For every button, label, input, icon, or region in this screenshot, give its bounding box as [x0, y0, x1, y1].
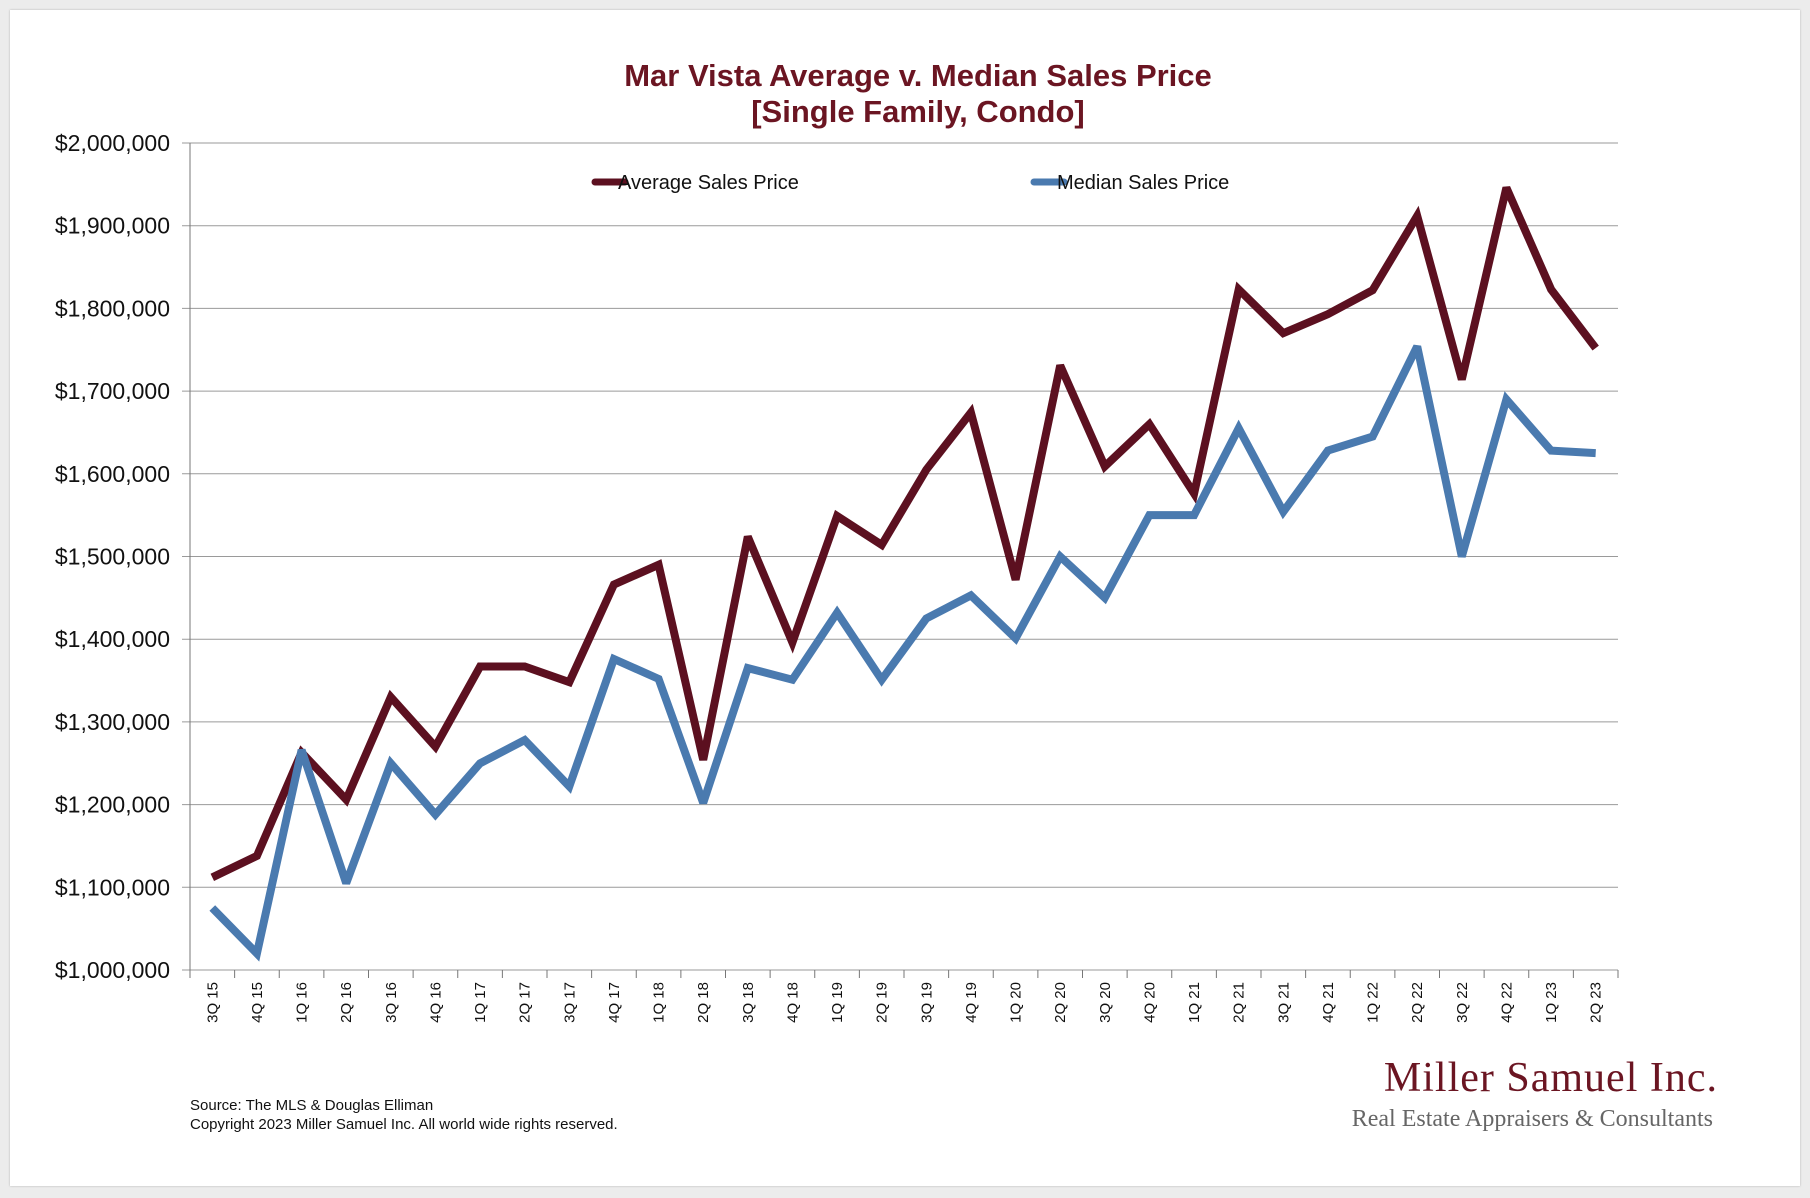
series-lines [209, 186, 1599, 962]
x-tick-label: 1Q 17 [472, 982, 489, 1023]
x-tick-label: 3Q 22 [1454, 982, 1471, 1023]
x-tick-label: 2Q 21 [1231, 982, 1248, 1023]
x-tick-label: 3Q 21 [1275, 982, 1292, 1023]
x-tick-label: 4Q 17 [606, 982, 623, 1023]
x-tick-label: 3Q 20 [1097, 982, 1114, 1023]
x-tick-label: 1Q 21 [1186, 982, 1203, 1023]
line-chart: Mar Vista Average v. Median Sales Price … [55, 58, 1718, 1133]
y-tick-label: $1,700,000 [55, 378, 170, 404]
gridlines [182, 142, 1619, 978]
series-line-average [210, 186, 1599, 882]
source-note: Source: The MLS & Douglas Elliman [190, 1097, 433, 1114]
x-tick-label: 2Q 16 [338, 982, 355, 1023]
y-tick-label: $1,400,000 [55, 626, 170, 652]
chart-frame: Mar Vista Average v. Median Sales Price … [10, 10, 1800, 1186]
x-tick-label: 1Q 22 [1365, 982, 1382, 1023]
x-tick-label: 4Q 16 [427, 982, 444, 1023]
x-tick-label: 2Q 22 [1409, 982, 1426, 1023]
y-axis-tick-labels: $1,000,000 $1,100,000 $1,200,000 $1,300,000… [55, 130, 170, 983]
y-tick-label: $1,100,000 [55, 874, 170, 900]
series-line-median [209, 344, 1596, 962]
legend: Average Sales Price Median Sales Price [591, 172, 1229, 194]
x-tick-label: 2Q 18 [695, 982, 712, 1023]
x-tick-label: 1Q 16 [294, 982, 311, 1023]
legend-label-average: Average Sales Price [618, 172, 799, 194]
legend-label-median: Median Sales Price [1057, 172, 1229, 194]
chart-subtitle: [Single Family, Condo] [751, 94, 1085, 129]
y-tick-label: $1,900,000 [55, 213, 170, 239]
brand-name: Miller Samuel Inc. [1384, 1055, 1718, 1101]
brand-tagline: Real Estate Appraisers & Consultants [1352, 1106, 1713, 1132]
x-tick-label: 2Q 23 [1588, 982, 1605, 1023]
x-tick-label: 2Q 17 [517, 982, 534, 1023]
x-tick-label: 1Q 20 [1008, 982, 1025, 1023]
x-tick-label: 4Q 21 [1320, 982, 1337, 1023]
y-tick-label: $1,800,000 [55, 295, 170, 321]
x-tick-label: 4Q 22 [1498, 982, 1515, 1023]
x-tick-label: 3Q 17 [561, 982, 578, 1023]
x-tick-label: 2Q 20 [1052, 982, 1069, 1023]
x-tick-label: 3Q 16 [383, 982, 400, 1023]
y-tick-label: $1,600,000 [55, 461, 170, 487]
x-tick-label: 4Q 20 [1141, 982, 1158, 1023]
brand-logo: Miller Samuel Inc. Real Estate Appraiser… [1352, 1055, 1718, 1132]
y-tick-label: $1,500,000 [55, 544, 170, 570]
chart-title: Mar Vista Average v. Median Sales Price [624, 58, 1212, 93]
y-tick-label: $1,200,000 [55, 792, 170, 818]
y-tick-label: $1,300,000 [55, 709, 170, 735]
copyright-note: Copyright 2023 Miller Samuel Inc. All wo… [190, 1116, 618, 1133]
x-tick-label: 3Q 15 [204, 982, 221, 1023]
x-tick-label: 1Q 18 [651, 982, 668, 1023]
x-tick-label: 4Q 19 [963, 982, 980, 1023]
x-tick-label: 2Q 19 [874, 982, 891, 1023]
x-axis-tick-labels: 3Q 15 4Q 15 1Q 16 2Q 16 3Q 16 4Q 16 1Q 17 2Q 17… [204, 982, 1604, 1023]
x-tick-label: 3Q 18 [740, 982, 757, 1023]
x-tick-label: 1Q 23 [1543, 982, 1560, 1023]
x-tick-label: 1Q 19 [829, 982, 846, 1023]
x-tick-label: 4Q 15 [249, 982, 266, 1023]
x-tick-label: 3Q 19 [918, 982, 935, 1023]
x-tick-label: 4Q 18 [784, 982, 801, 1023]
y-tick-label: $2,000,000 [55, 130, 170, 156]
y-tick-label: $1,000,000 [55, 957, 170, 983]
